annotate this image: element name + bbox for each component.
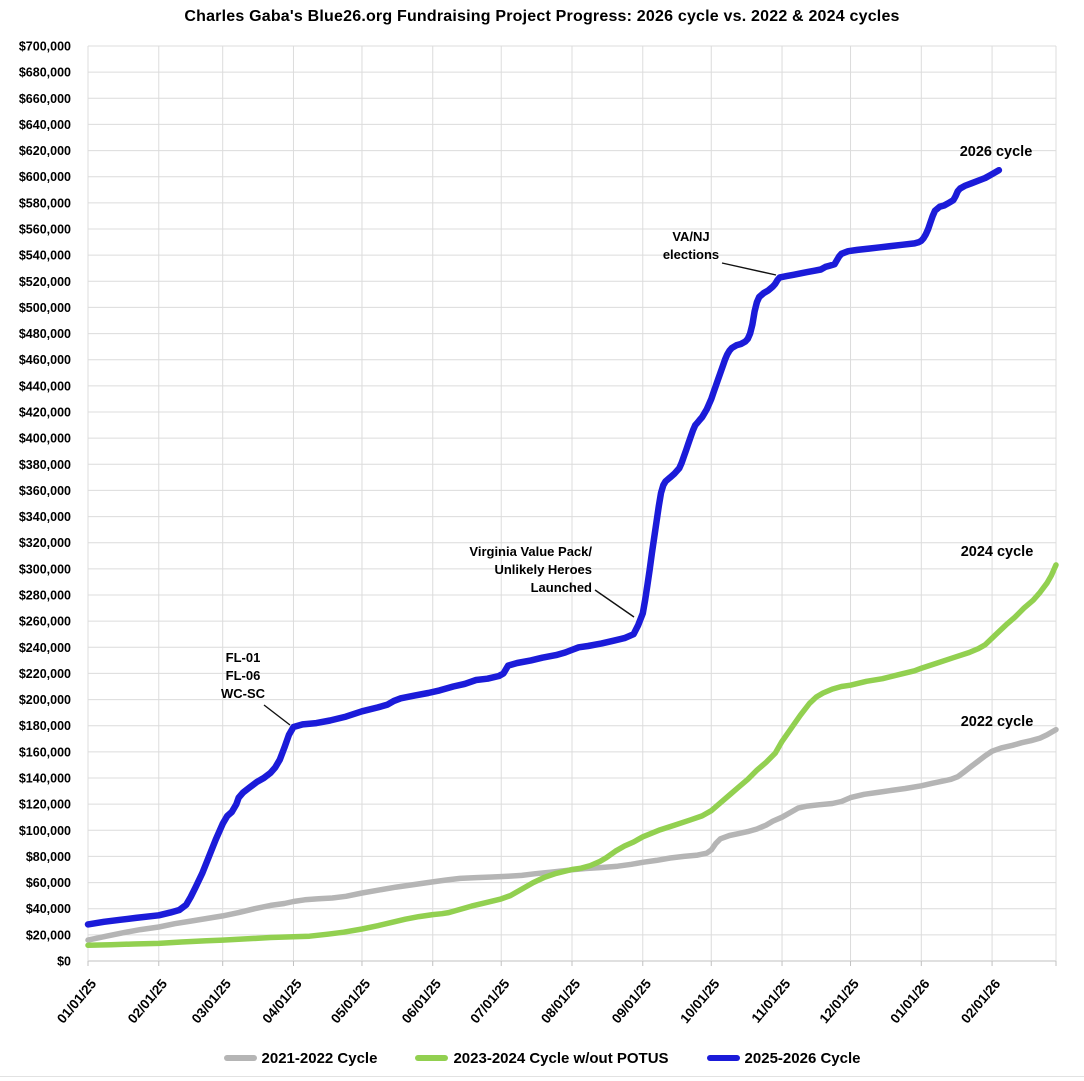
x-axis-label: 09/01/25 <box>609 976 655 1026</box>
bottom-divider <box>0 1076 1084 1077</box>
y-axis-label: $320,000 <box>19 536 71 550</box>
x-axis-label: 05/01/25 <box>328 976 374 1026</box>
y-axis-label: $200,000 <box>19 693 71 707</box>
y-axis-label: $460,000 <box>19 353 71 367</box>
y-axis-label: $300,000 <box>19 562 71 576</box>
legend-swatch-green <box>415 1055 449 1061</box>
y-axis-label: $220,000 <box>19 667 71 681</box>
y-axis-label: $140,000 <box>19 772 71 786</box>
x-axis-label: 02/01/25 <box>125 976 171 1026</box>
x-axis-label: 08/01/25 <box>538 976 584 1026</box>
y-axis-label: $420,000 <box>19 406 71 420</box>
annotation-text-0: FL-01 <box>226 650 261 665</box>
series-end-label-2023-2024: 2024 cycle <box>961 544 1034 560</box>
y-axis-label: $500,000 <box>19 301 71 315</box>
annotation-text-1: Unlikely Heroes <box>494 562 592 577</box>
y-axis-label: $240,000 <box>19 641 71 655</box>
y-axis-label: $380,000 <box>19 458 71 472</box>
y-axis-label: $20,000 <box>26 928 71 942</box>
annotation-text-1: Virginia Value Pack/ <box>469 544 592 559</box>
y-axis-label: $700,000 <box>19 40 71 54</box>
annotation-callout-line-2 <box>721 262 777 276</box>
series-line-2023-2024 <box>85 562 1059 949</box>
chart-svg: $0 $20,000 $40,000 $60,000 $80,000 $100,000 $1… <box>19 40 1059 1026</box>
x-axis-label: 07/01/25 <box>467 976 513 1026</box>
y-axis-label: $520,000 <box>19 275 71 289</box>
y-axis-label: $280,000 <box>19 589 71 603</box>
series-line-2025-2026 <box>84 166 1003 928</box>
series-line-2021-2022 <box>85 726 1059 943</box>
x-axis-label: 12/01/25 <box>817 976 863 1026</box>
annotation-text-2: VA/NJ <box>672 229 709 244</box>
annotation-callout-line-1 <box>594 589 635 618</box>
annotation-callout-line-0 <box>263 704 291 726</box>
y-axis-label: $580,000 <box>19 196 71 210</box>
annotation-text-0: FL-06 <box>226 668 261 683</box>
y-axis-label: $600,000 <box>19 170 71 184</box>
y-axis-label: $560,000 <box>19 223 71 237</box>
annotation-text-1: Launched <box>531 580 592 595</box>
annotation-text-0: WC-SC <box>221 686 266 701</box>
y-axis-label: $100,000 <box>19 824 71 838</box>
legend-item-2023-2024: 2023-2024 Cycle w/out POTUS <box>415 1049 669 1067</box>
y-axis-label: $640,000 <box>19 118 71 132</box>
legend-label: 2021-2022 Cycle <box>261 1049 378 1067</box>
y-axis-label: $400,000 <box>19 432 71 446</box>
y-axis-label: $80,000 <box>26 850 71 864</box>
series-end-label-2021-2022: 2022 cycle <box>961 714 1034 730</box>
legend-item-2021-2022: 2021-2022 Cycle <box>223 1049 378 1067</box>
y-axis-label: $340,000 <box>19 510 71 524</box>
y-axis-label: $660,000 <box>19 92 71 106</box>
y-axis-label: $0 <box>57 955 71 969</box>
y-axis-label: $60,000 <box>26 876 71 890</box>
y-axis-label: $680,000 <box>19 66 71 80</box>
y-axis-label: $620,000 <box>19 144 71 158</box>
chart-legend: 2021-2022 Cycle 2023-2024 Cycle w/out PO… <box>0 1042 1084 1074</box>
y-axis-label: $480,000 <box>19 327 71 341</box>
legend-label: 2025-2026 Cycle <box>744 1049 861 1067</box>
y-axis-label: $540,000 <box>19 249 71 263</box>
series-end-label-2025-2026: 2026 cycle <box>960 144 1033 160</box>
x-axis-label: 10/01/25 <box>677 976 723 1026</box>
y-axis-label: $260,000 <box>19 615 71 629</box>
annotation-text-2: elections <box>663 247 719 262</box>
x-axis-label: 02/01/26 <box>958 976 1004 1026</box>
y-axis-label: $40,000 <box>26 902 71 916</box>
y-axis-label: $160,000 <box>19 745 71 759</box>
y-axis-label: $180,000 <box>19 719 71 733</box>
legend-swatch-gray <box>223 1055 257 1061</box>
legend-item-2025-2026: 2025-2026 Cycle <box>706 1049 861 1067</box>
legend-label: 2023-2024 Cycle w/out POTUS <box>453 1049 669 1067</box>
x-axis-label: 01/01/26 <box>887 976 933 1026</box>
x-axis-label: 01/01/25 <box>54 976 100 1026</box>
x-axis-label: 11/01/25 <box>749 976 794 1026</box>
y-axis-label: $440,000 <box>19 379 71 393</box>
legend-swatch-blue <box>706 1055 740 1061</box>
x-axis-label: 04/01/25 <box>259 976 305 1026</box>
chart-title: Charles Gaba's Blue26.org Fundraising Pr… <box>184 8 900 25</box>
y-axis-label: $120,000 <box>19 798 71 812</box>
x-axis-label: 06/01/25 <box>399 976 445 1026</box>
x-axis-label: 03/01/25 <box>189 976 235 1026</box>
y-axis-label: $360,000 <box>19 484 71 498</box>
